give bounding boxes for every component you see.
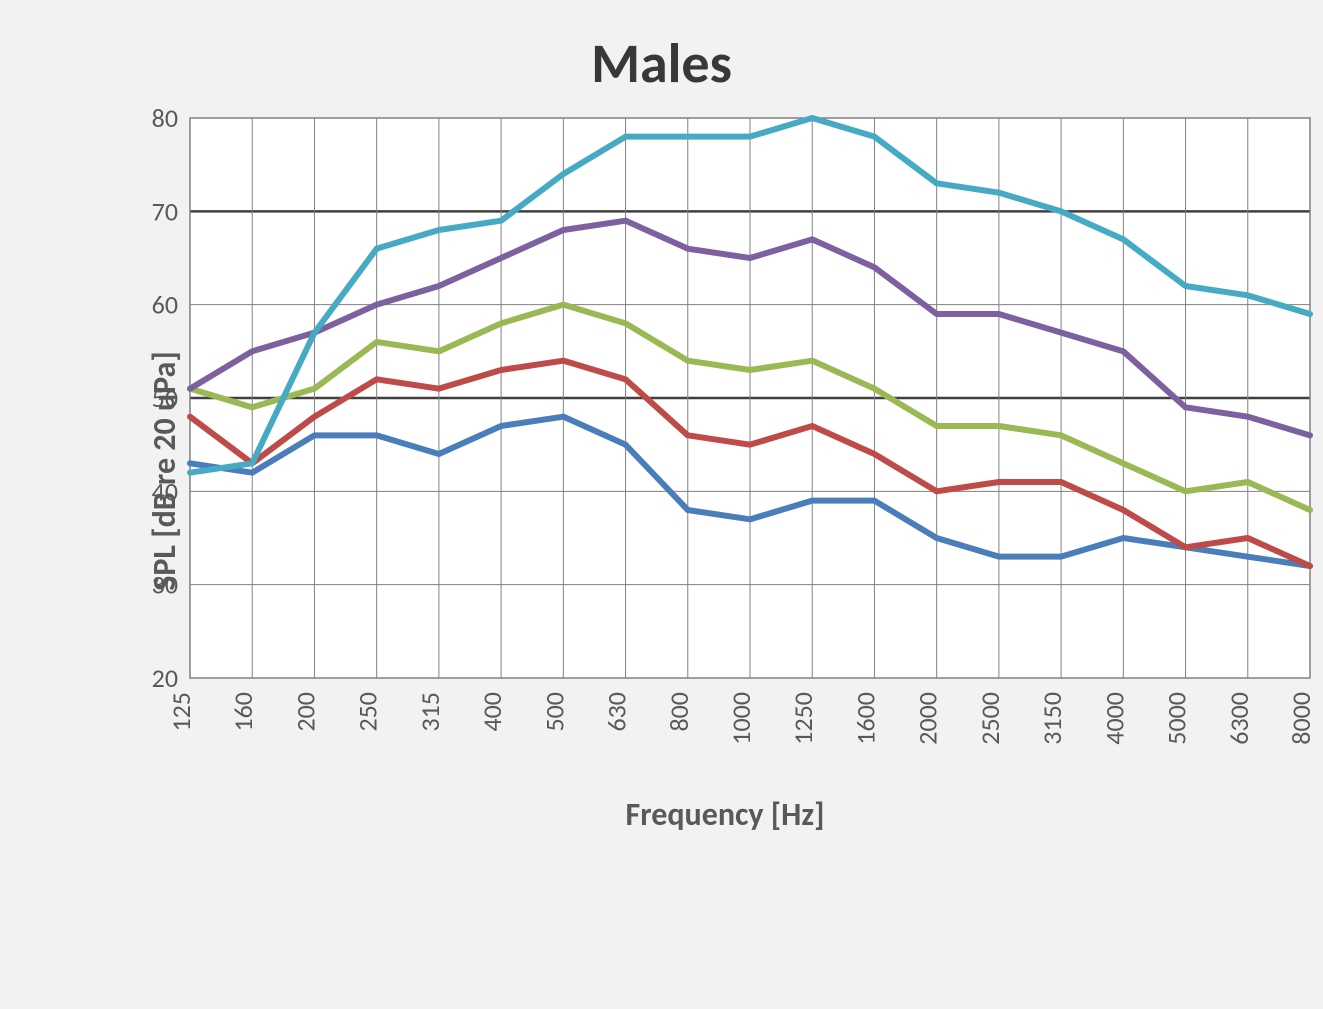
x-tick-label: 160: [227, 692, 259, 732]
x-tick-label: 1000: [725, 692, 757, 745]
x-tick-label: 1250: [787, 692, 819, 745]
x-tick-label: 630: [601, 692, 633, 732]
x-tick-label: 5000: [1161, 692, 1193, 745]
line-chart: 2030405060708012516020025031540050063080…: [120, 108, 1323, 778]
x-tick-label: 8000: [1285, 692, 1317, 745]
y-tick-label: 60: [152, 289, 178, 321]
x-axis-label: Frequency [Hz]: [120, 795, 1323, 834]
x-tick-label: 3150: [1036, 692, 1068, 745]
x-tick-label: 800: [663, 692, 695, 732]
x-tick-label: 250: [352, 692, 384, 732]
y-tick-label: 70: [152, 195, 178, 227]
x-tick-label: 315: [414, 692, 446, 732]
y-axis-label: SPL [dB re 20 uPa]: [145, 351, 184, 590]
chart-title: Males: [0, 30, 1323, 98]
y-tick-label: 20: [152, 662, 178, 694]
x-tick-label: 125: [165, 692, 197, 732]
x-tick-label: 2500: [974, 692, 1006, 745]
x-tick-label: 200: [289, 692, 321, 732]
x-tick-label: 2000: [912, 692, 944, 745]
chart-container: SPL [dB re 20 uPa] 203040506070801251602…: [120, 108, 1323, 834]
x-tick-label: 6300: [1223, 692, 1255, 745]
x-tick-label: 400: [476, 692, 508, 732]
x-tick-label: 4000: [1098, 692, 1130, 745]
x-tick-label: 500: [538, 692, 570, 732]
y-tick-label: 80: [152, 108, 178, 134]
x-tick-label: 1600: [849, 692, 881, 745]
